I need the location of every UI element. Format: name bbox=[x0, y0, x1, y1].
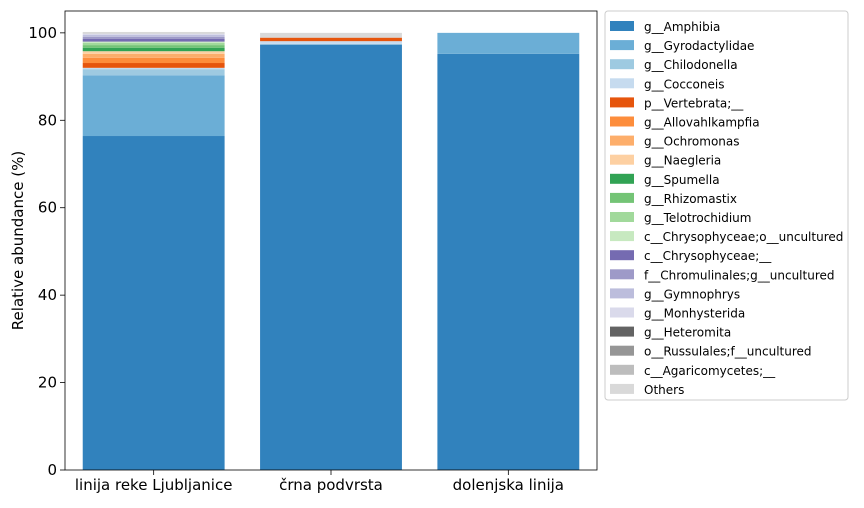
legend-swatch-1 bbox=[610, 21, 634, 31]
legend-label-15: g__Gymnophrys bbox=[644, 287, 740, 301]
legend-swatch-5 bbox=[610, 97, 634, 107]
legend-label-18: o__Russulales;f__uncultured bbox=[644, 345, 812, 359]
x-axis: linija reke Ljubljanice črna podvrsta dole… bbox=[75, 470, 564, 494]
legend-label-16: g__Monhysterida bbox=[644, 307, 745, 321]
y-tick-label-4: 60 bbox=[38, 199, 57, 217]
bar-segment-1-cat-2 bbox=[260, 45, 402, 470]
bar-segment-5-cat-2 bbox=[260, 38, 402, 42]
legend-swatch-12 bbox=[610, 231, 634, 241]
bar-segment-10-cat-1 bbox=[83, 45, 225, 48]
legend-swatch-11 bbox=[610, 212, 634, 222]
y-tick-label-5: 80 bbox=[38, 111, 57, 129]
x-tick-label-3: dolenjska linija bbox=[453, 476, 564, 494]
legend-swatch-10 bbox=[610, 193, 634, 203]
legend-swatch-20 bbox=[610, 384, 634, 394]
bar-segment-6-cat-1 bbox=[83, 58, 225, 63]
legend-label-19: c__Agaricomycetes;__ bbox=[644, 364, 776, 378]
y-axis-title: Relative abundance (%) bbox=[9, 151, 27, 330]
y-axis: 0 20 40 60 80 100 bbox=[28, 24, 65, 479]
bar-segment-4-cat-1 bbox=[83, 68, 225, 69]
legend-swatch-6 bbox=[610, 117, 634, 127]
legend-swatch-19 bbox=[610, 365, 634, 375]
bar-segment-14-cat-1 bbox=[83, 37, 225, 39]
bar-segment-3-cat-1 bbox=[83, 69, 225, 75]
y-tick-label-2: 20 bbox=[38, 374, 57, 392]
bar-segment-1-cat-3 bbox=[437, 54, 579, 470]
legend-swatch-17 bbox=[610, 327, 634, 337]
bar-segment-12-cat-1 bbox=[83, 42, 225, 43]
bar-segment-2-cat-3 bbox=[437, 33, 579, 54]
bar-segment-20-cat-1 bbox=[83, 32, 225, 33]
y-tick-label-3: 40 bbox=[38, 286, 57, 304]
y-tick-label-1: 0 bbox=[47, 461, 57, 479]
legend-label-14: f__Chromulinales;g__uncultured bbox=[644, 268, 835, 282]
legend: g__Amphibia g__Gyrodactylidae g__Chilodone… bbox=[605, 11, 848, 400]
legend-label-8: g__Naegleria bbox=[644, 154, 721, 168]
legend-label-4: g__Cocconeis bbox=[644, 77, 724, 91]
bar-segment-4-cat-2 bbox=[260, 41, 402, 44]
legend-label-10: g__Rhizomastix bbox=[644, 192, 737, 206]
bar-segment-3-cat-2 bbox=[260, 44, 402, 45]
legend-label-11: g__Telotrochidium bbox=[644, 211, 751, 225]
bar-segment-9-cat-1 bbox=[83, 48, 225, 52]
bar-segment-5-cat-1 bbox=[83, 63, 225, 68]
legend-swatch-9 bbox=[610, 174, 634, 184]
legend-swatch-3 bbox=[610, 59, 634, 69]
bar-segment-15-cat-1 bbox=[83, 35, 225, 37]
legend-label-1: g__Amphibia bbox=[644, 20, 720, 34]
x-tick-label-1: linija reke Ljubljanice bbox=[75, 476, 233, 494]
legend-swatch-4 bbox=[610, 78, 634, 88]
bar-segment-7-cat-1 bbox=[83, 54, 225, 58]
legend-label-13: c__Chrysophyceae;__ bbox=[644, 249, 772, 263]
bar-segment-16-cat-1 bbox=[83, 34, 225, 35]
legend-swatch-18 bbox=[610, 346, 634, 356]
x-tick-label-2: črna podvrsta bbox=[279, 476, 383, 494]
bar-segment-20-cat-2 bbox=[260, 33, 402, 38]
legend-label-2: g__Gyrodactylidae bbox=[644, 39, 754, 53]
legend-label-20: Others bbox=[644, 383, 684, 397]
legend-label-7: g__Ochromonas bbox=[644, 135, 740, 149]
legend-label-5: p__Vertebrata;__ bbox=[644, 96, 744, 110]
bar-segment-1-cat-1 bbox=[83, 136, 225, 470]
legend-swatch-7 bbox=[610, 136, 634, 146]
legend-label-9: g__Spumella bbox=[644, 173, 720, 187]
legend-swatch-8 bbox=[610, 155, 634, 165]
legend-label-3: g__Chilodonella bbox=[644, 58, 738, 72]
bar-segment-11-cat-1 bbox=[83, 43, 225, 45]
bar-segment-8-cat-1 bbox=[83, 51, 225, 54]
y-tick-label-6: 100 bbox=[28, 24, 57, 42]
legend-swatch-13 bbox=[610, 250, 634, 260]
legend-label-17: g__Heteromita bbox=[644, 326, 731, 340]
legend-swatch-16 bbox=[610, 308, 634, 318]
legend-label-12: c__Chrysophyceae;o__uncultured bbox=[644, 230, 843, 244]
legend-label-6: g__Allovahlkampfia bbox=[644, 116, 760, 130]
legend-swatch-15 bbox=[610, 288, 634, 298]
legend-swatch-14 bbox=[610, 269, 634, 279]
legend-swatch-2 bbox=[610, 40, 634, 50]
bar-segment-2-cat-1 bbox=[83, 75, 225, 136]
bar-segment-13-cat-1 bbox=[83, 39, 225, 42]
bars-layer bbox=[83, 32, 580, 470]
